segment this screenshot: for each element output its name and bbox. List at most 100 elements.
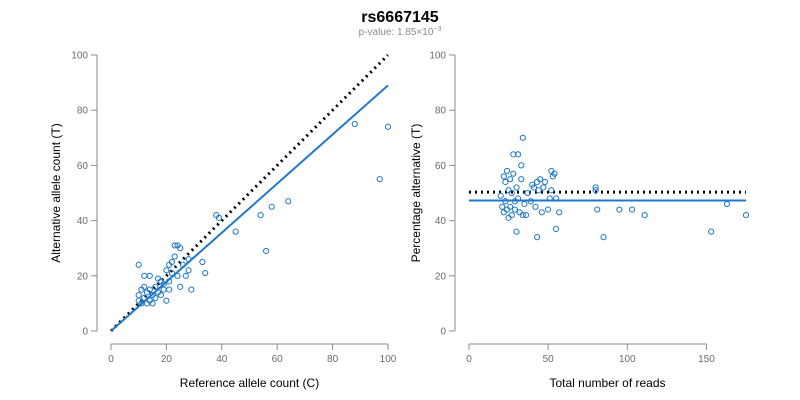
data-point: [537, 176, 544, 183]
x-tick-label: 0: [108, 354, 114, 365]
x-tick-label: 20: [161, 354, 173, 365]
data-point: [376, 176, 383, 183]
data-point: [160, 286, 167, 293]
x-tick-label: 150: [698, 354, 715, 365]
data-point: [185, 256, 192, 263]
data-point: [499, 203, 506, 210]
data-point: [600, 234, 607, 241]
data-point: [538, 209, 545, 216]
data-point: [182, 272, 189, 279]
data-point: [500, 173, 507, 180]
data-point: [179, 261, 187, 268]
data-point: [518, 176, 525, 183]
data-point: [545, 206, 552, 213]
chart-title: rs6667145: [361, 9, 439, 26]
data-point: [546, 195, 553, 202]
data-point: [199, 258, 206, 266]
data-point: [503, 167, 511, 175]
y-tick-label: 60: [435, 161, 447, 172]
x-axis-title: Reference allele count (C): [180, 376, 319, 390]
data-point: [518, 162, 525, 169]
data-point: [149, 300, 156, 307]
data-point: [257, 211, 264, 219]
data-point: [174, 272, 181, 279]
data-point: [510, 170, 517, 177]
y-tick-label: 100: [71, 51, 88, 62]
data-point: [592, 187, 599, 194]
data-point: [616, 206, 623, 213]
data-point: [592, 184, 599, 191]
y-tick-label: 0: [82, 327, 88, 338]
data-point: [232, 228, 239, 235]
data-point: [556, 209, 563, 216]
data-point: [166, 286, 173, 293]
chart-subtitle: p-value: 1.85×10−3: [359, 26, 442, 38]
data-point: [166, 278, 173, 285]
x-tick-label: 100: [380, 354, 397, 365]
right-panel: 0 20 40 60 80 100 0 50 100 150 Total number of rea…: [409, 51, 750, 390]
data-point: [135, 292, 142, 299]
y-axis-title: Percentage alternative (T): [409, 124, 423, 263]
data-point: [708, 228, 715, 235]
data-point: [202, 269, 209, 277]
data-point: [742, 211, 750, 219]
data-point: [185, 267, 192, 274]
data-point: [177, 283, 184, 290]
data-point: [384, 123, 392, 130]
x-axis-title: Total number of reads: [549, 376, 665, 390]
data-point: [188, 286, 195, 293]
data-point: [511, 206, 519, 213]
data-point: [530, 184, 537, 191]
data-point: [146, 286, 153, 293]
data-point: [514, 195, 522, 202]
data-point: [552, 225, 560, 232]
data-point: [723, 200, 731, 208]
data-point: [163, 297, 170, 304]
y-tick-label: 80: [435, 106, 447, 117]
data-point: [522, 211, 530, 219]
x-tick-label: 80: [327, 354, 339, 365]
y-tick-label: 60: [77, 161, 89, 172]
x-tick-label: 50: [543, 354, 555, 365]
data-point: [551, 170, 558, 177]
x-tick-label: 0: [466, 354, 472, 365]
data-point: [152, 294, 159, 301]
data-point: [497, 192, 504, 199]
data-point: [507, 176, 514, 183]
y-tick-label: 40: [77, 216, 89, 227]
data-point: [548, 187, 555, 194]
data-point: [514, 151, 522, 158]
data-point: [535, 187, 542, 194]
data-point: [268, 203, 275, 210]
fit-line: [110, 84, 389, 332]
y-axis-title: Alternative allele count (T): [49, 123, 63, 262]
data-point: [141, 283, 148, 290]
data-point: [532, 203, 539, 210]
data-point: [152, 283, 159, 290]
y-tick-label: 40: [435, 216, 447, 227]
data-point: [541, 178, 549, 186]
data-point: [141, 272, 148, 279]
data-point: [519, 134, 526, 141]
data-point: [513, 228, 520, 235]
y-tick-label: 100: [429, 51, 446, 62]
data-point: [502, 198, 509, 205]
data-point: [141, 294, 148, 301]
data-point: [524, 189, 531, 197]
data-point: [215, 214, 223, 221]
data-point: [168, 258, 176, 266]
data-point: [285, 198, 292, 205]
data-point: [594, 206, 601, 213]
data-point: [135, 261, 142, 268]
x-tick-label: 100: [619, 354, 636, 365]
y-tick-label: 20: [77, 271, 89, 282]
data-point: [540, 184, 547, 191]
data-point: [508, 189, 515, 197]
data-point: [552, 195, 560, 202]
data-point: [641, 211, 648, 219]
data-point: [628, 206, 636, 213]
subtitle-prefix: p-value: 1.85×10: [359, 27, 434, 38]
y-tick-label: 20: [435, 271, 447, 282]
data-point: [263, 247, 270, 255]
